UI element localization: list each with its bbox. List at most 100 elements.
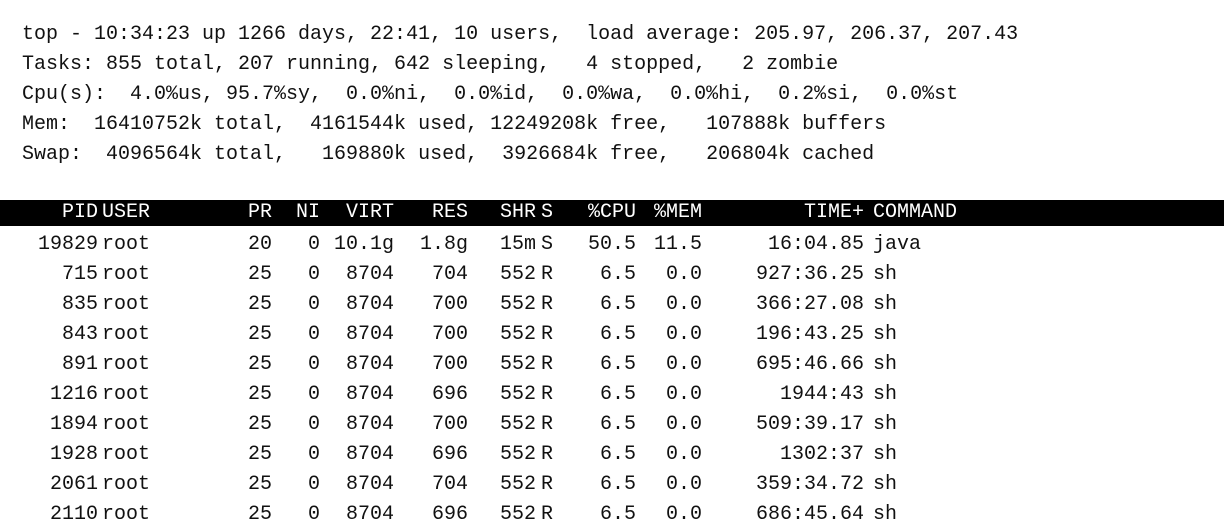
process-mem: 11.5 — [653, 233, 702, 256]
process-nice: 0 — [307, 443, 320, 466]
process-shr: 552 — [499, 473, 536, 496]
process-pid: 835 — [61, 293, 98, 316]
process-user: root — [102, 503, 151, 526]
process-row[interactable]: 19829 root 20 0 10.1g 1.8g 15m S 50.5 11.5 16:04.8… — [0, 230, 1224, 260]
process-time: 196:43.25 — [755, 323, 864, 346]
header-pr: PR — [247, 201, 272, 224]
process-nice: 0 — [307, 383, 320, 406]
process-nice: 0 — [307, 503, 320, 526]
process-time: 359:34.72 — [755, 473, 864, 496]
process-time: 1302:37 — [779, 443, 864, 466]
process-priority: 25 — [247, 503, 272, 526]
process-command: sh — [873, 413, 898, 436]
process-command: java — [873, 233, 922, 256]
process-pid: 2061 — [49, 473, 98, 496]
process-time: 927:36.25 — [755, 263, 864, 286]
process-user: root — [102, 293, 151, 316]
process-state: R — [541, 353, 554, 376]
process-res: 696 — [431, 383, 468, 406]
process-pid: 891 — [61, 353, 98, 376]
process-nice: 0 — [307, 353, 320, 376]
process-cpu: 6.5 — [599, 443, 636, 466]
process-user: root — [102, 323, 151, 346]
process-user: root — [102, 473, 151, 496]
process-nice: 0 — [307, 263, 320, 286]
process-user: root — [102, 383, 151, 406]
process-cpu: 6.5 — [599, 293, 636, 316]
header-mem: %MEM — [653, 201, 702, 224]
process-priority: 25 — [247, 413, 272, 436]
process-command: sh — [873, 293, 898, 316]
process-priority: 25 — [247, 263, 272, 286]
process-state: R — [541, 503, 554, 526]
uptime-load-line: top - 10:34:23 up 1266 days, 22:41, 10 u… — [22, 23, 1019, 46]
process-res: 700 — [431, 293, 468, 316]
cpu-line: Cpu(s): 4.0%us, 95.7%sy, 0.0%ni, 0.0%id,… — [22, 83, 959, 106]
process-shr: 552 — [499, 293, 536, 316]
process-shr: 552 — [499, 413, 536, 436]
process-state: R — [541, 383, 554, 406]
process-time: 366:27.08 — [755, 293, 864, 316]
process-pid: 19829 — [37, 233, 98, 256]
process-shr: 552 — [499, 353, 536, 376]
process-command: sh — [873, 353, 898, 376]
process-shr: 552 — [499, 383, 536, 406]
process-cpu: 6.5 — [599, 263, 636, 286]
process-shr: 552 — [499, 443, 536, 466]
process-mem: 0.0 — [665, 293, 702, 316]
process-row[interactable]: 2110 root 25 0 8704 696 552 R 6.5 0.0 686:45.64 sh — [0, 500, 1224, 530]
process-row[interactable]: 843 root 25 0 8704 700 552 R 6.5 0.0 196:43.25 sh — [0, 320, 1224, 350]
process-cpu: 6.5 — [599, 413, 636, 436]
process-command: sh — [873, 383, 898, 406]
process-shr: 552 — [499, 503, 536, 526]
process-state: S — [541, 233, 554, 256]
header-cpu: %CPU — [587, 201, 636, 224]
process-res: 704 — [431, 473, 468, 496]
process-mem: 0.0 — [665, 473, 702, 496]
process-state: R — [541, 443, 554, 466]
process-command: sh — [873, 263, 898, 286]
process-row[interactable]: 891 root 25 0 8704 700 552 R 6.5 0.0 695:46.66 sh — [0, 350, 1224, 380]
process-time: 16:04.85 — [767, 233, 864, 256]
process-res: 696 — [431, 443, 468, 466]
process-nice: 0 — [307, 473, 320, 496]
process-state: R — [541, 263, 554, 286]
process-command: sh — [873, 443, 898, 466]
process-row[interactable]: 715 root 25 0 8704 704 552 R 6.5 0.0 927:36.25 sh — [0, 260, 1224, 290]
process-row[interactable]: 1216 root 25 0 8704 696 552 R 6.5 0.0 1944:43 sh — [0, 380, 1224, 410]
process-nice: 0 — [307, 293, 320, 316]
process-row[interactable]: 1894 root 25 0 8704 700 552 R 6.5 0.0 509:39.17 sh — [0, 410, 1224, 440]
header-res: RES — [431, 201, 468, 224]
process-pid: 1216 — [49, 383, 98, 406]
process-row[interactable]: 835 root 25 0 8704 700 552 R 6.5 0.0 366:27.08 sh — [0, 290, 1224, 320]
memory-line: Mem: 16410752k total, 4161544k used, 122… — [22, 113, 887, 136]
process-virt: 8704 — [345, 323, 394, 346]
process-priority: 25 — [247, 473, 272, 496]
header-user: USER — [102, 201, 151, 224]
process-shr: 552 — [499, 323, 536, 346]
process-cpu: 50.5 — [587, 233, 636, 256]
process-time: 1944:43 — [779, 383, 864, 406]
process-row[interactable]: 2061 root 25 0 8704 704 552 R 6.5 0.0 359:34.72 sh — [0, 470, 1224, 500]
process-state: R — [541, 473, 554, 496]
process-user: root — [102, 413, 151, 436]
process-user: root — [102, 263, 151, 286]
process-row[interactable]: 1928 root 25 0 8704 696 552 R 6.5 0.0 1302:37 sh — [0, 440, 1224, 470]
header-ni: NI — [295, 201, 320, 224]
process-state: R — [541, 323, 554, 346]
process-priority: 20 — [247, 233, 272, 256]
process-res: 700 — [431, 413, 468, 436]
process-mem: 0.0 — [665, 413, 702, 436]
process-user: root — [102, 443, 151, 466]
process-table-header: PID USER PR NI VIRT RES SHR S %CPU %MEM … — [0, 200, 1224, 226]
process-virt: 8704 — [345, 413, 394, 436]
process-pid: 2110 — [49, 503, 98, 526]
process-mem: 0.0 — [665, 443, 702, 466]
process-mem: 0.0 — [665, 383, 702, 406]
process-time: 509:39.17 — [755, 413, 864, 436]
process-res: 700 — [431, 323, 468, 346]
header-virt: VIRT — [345, 201, 394, 224]
process-res: 700 — [431, 353, 468, 376]
process-priority: 25 — [247, 443, 272, 466]
